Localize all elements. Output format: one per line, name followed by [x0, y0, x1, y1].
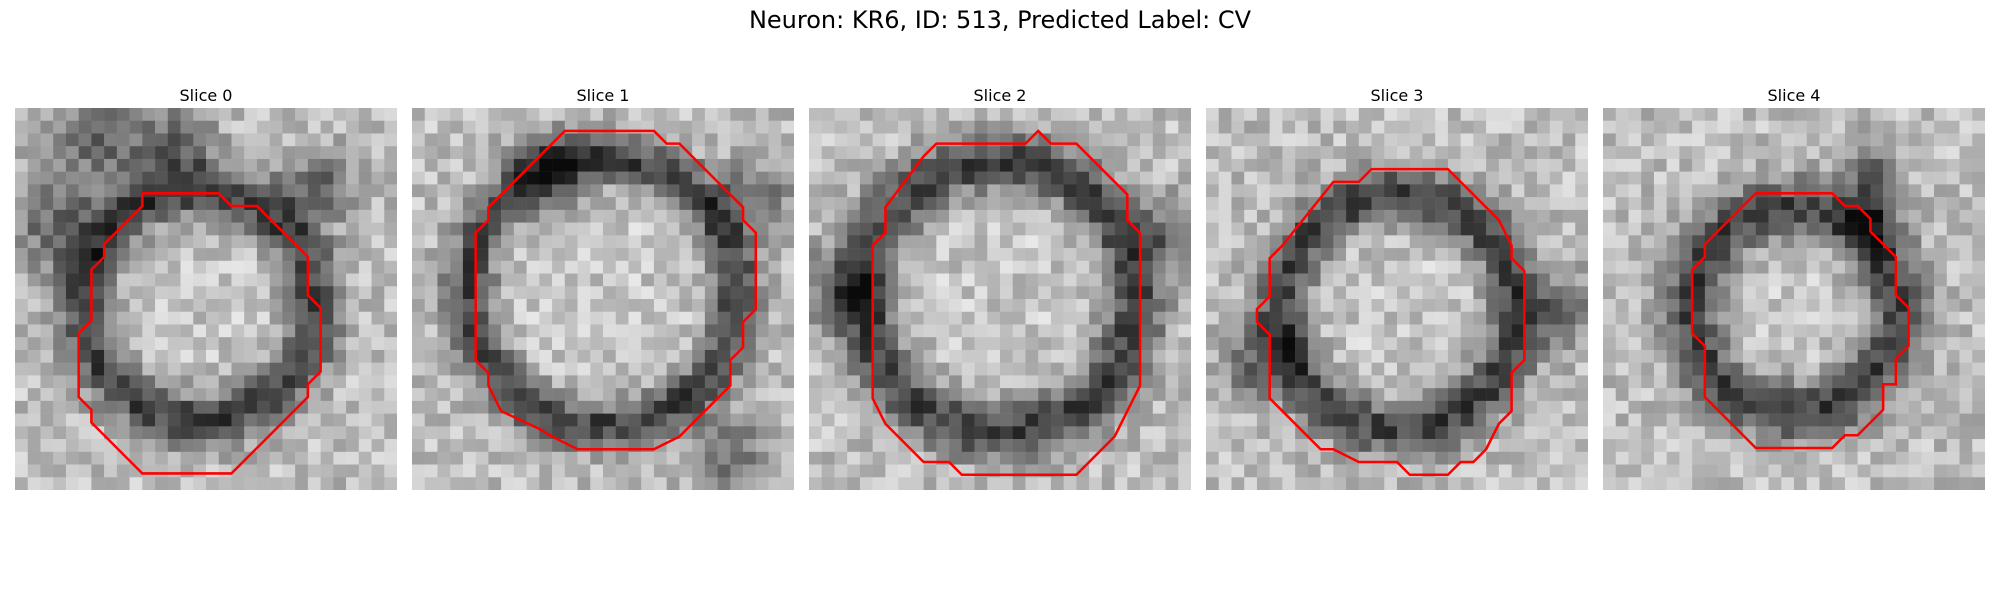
contour-outline	[77, 192, 322, 475]
slice-image-2	[809, 108, 1191, 490]
slice-panel-3: Slice 3	[1206, 86, 1588, 490]
slice-image-0	[15, 108, 397, 490]
slice-panel-2: Slice 2	[809, 86, 1191, 490]
slice-title-0: Slice 0	[179, 86, 233, 105]
slice-image-4	[1603, 108, 1985, 490]
slice-panel-4: Slice 4	[1603, 86, 1985, 490]
contour-outline	[1255, 167, 1526, 476]
slice-image-3	[1206, 108, 1588, 490]
slice-title-2: Slice 2	[973, 86, 1027, 105]
slice-panel-1: Slice 1	[412, 86, 794, 490]
figure-title: Neuron: KR6, ID: 513, Predicted Label: C…	[748, 6, 1252, 34]
slice-image-1	[412, 108, 794, 490]
slice-title-3: Slice 3	[1370, 86, 1424, 105]
contour-outline	[1690, 192, 1910, 450]
contour-outline	[474, 129, 758, 451]
slice-title-4: Slice 4	[1767, 86, 1821, 105]
contour-outline	[871, 129, 1142, 476]
slice-title-1: Slice 1	[576, 86, 630, 105]
slice-panel-0: Slice 0	[15, 86, 397, 490]
